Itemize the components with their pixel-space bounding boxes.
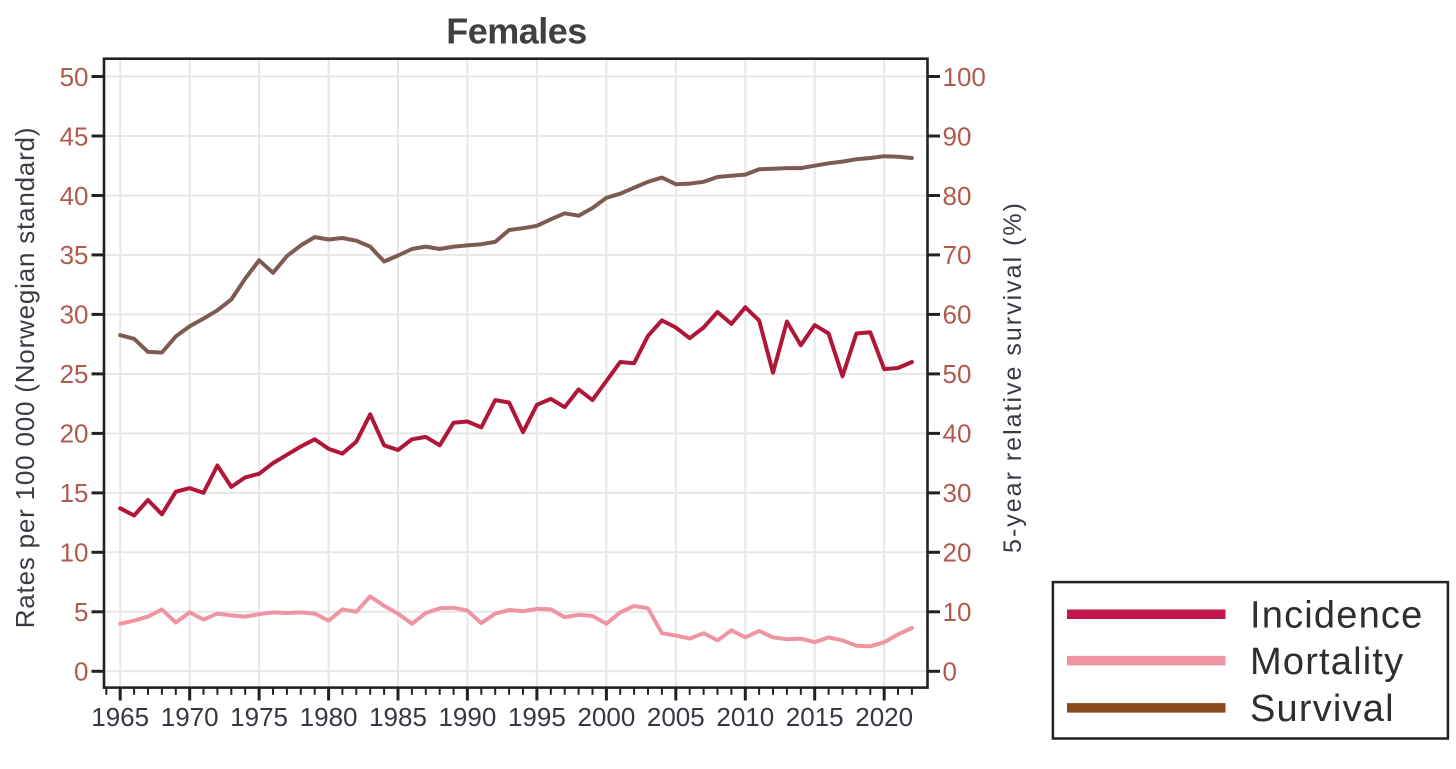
svg-text:Incidence: Incidence (1250, 595, 1423, 637)
svg-text:1970: 1970 (161, 702, 219, 732)
svg-text:Survival: Survival (1250, 688, 1395, 730)
svg-text:Mortality: Mortality (1250, 641, 1404, 683)
svg-text:2020: 2020 (855, 702, 913, 732)
svg-text:80: 80 (943, 181, 972, 211)
svg-text:10: 10 (60, 538, 89, 568)
svg-text:60: 60 (943, 300, 972, 330)
svg-text:Rates per 100 000 (Norwegian s: Rates per 100 000 (Norwegian standard) (10, 127, 40, 629)
svg-text:90: 90 (943, 121, 972, 151)
svg-text:1995: 1995 (508, 702, 566, 732)
svg-text:1985: 1985 (369, 702, 427, 732)
svg-text:5-year relative survival (%): 5-year relative survival (%) (999, 201, 1027, 553)
svg-text:1990: 1990 (438, 702, 496, 732)
svg-text:20: 20 (943, 538, 972, 568)
svg-text:0: 0 (943, 657, 957, 687)
svg-text:2010: 2010 (716, 702, 774, 732)
svg-text:25: 25 (60, 359, 89, 389)
svg-text:70: 70 (943, 240, 972, 270)
svg-text:45: 45 (60, 121, 89, 151)
svg-text:2005: 2005 (647, 702, 705, 732)
svg-text:50: 50 (60, 62, 89, 92)
svg-text:1980: 1980 (300, 702, 358, 732)
svg-text:1965: 1965 (91, 702, 149, 732)
svg-text:40: 40 (943, 419, 972, 449)
svg-text:0: 0 (74, 657, 88, 687)
svg-text:2000: 2000 (577, 702, 635, 732)
svg-text:50: 50 (943, 359, 972, 389)
svg-text:10: 10 (943, 597, 972, 627)
svg-text:15: 15 (60, 478, 89, 508)
svg-text:35: 35 (60, 240, 89, 270)
svg-text:40: 40 (60, 181, 89, 211)
svg-text:100: 100 (943, 62, 986, 92)
svg-text:1975: 1975 (230, 702, 288, 732)
svg-text:30: 30 (60, 300, 89, 330)
svg-text:2015: 2015 (786, 702, 844, 732)
svg-text:30: 30 (943, 478, 972, 508)
svg-text:20: 20 (60, 419, 89, 449)
svg-text:5: 5 (74, 597, 88, 627)
svg-text:Females: Females (446, 11, 587, 52)
